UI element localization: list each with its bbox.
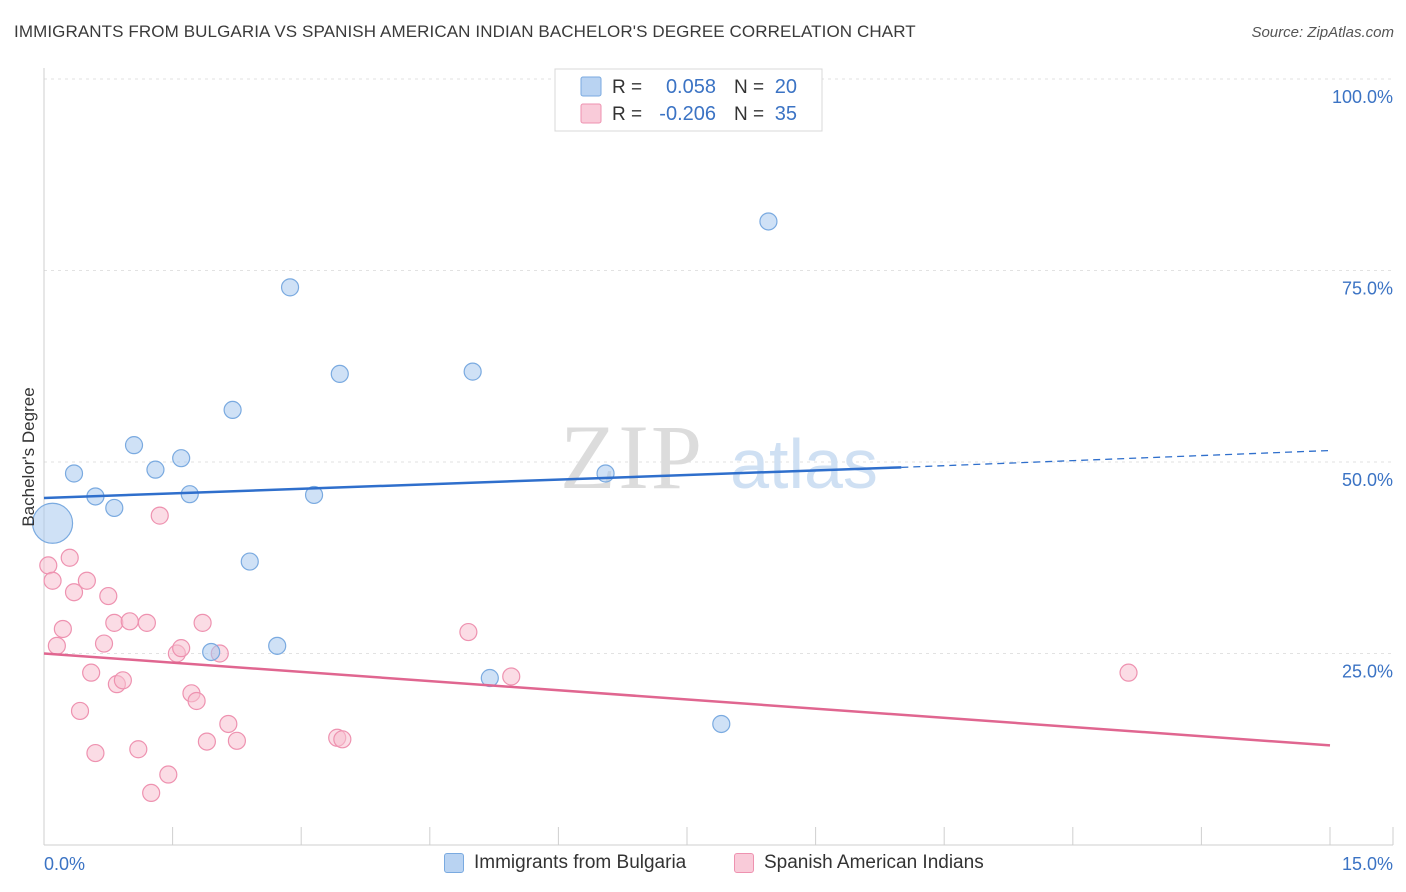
bulgaria-point	[31, 502, 74, 544]
x-tick-label-min: 0.0%	[44, 854, 85, 874]
legend-label-bulgaria: Immigrants from Bulgaria	[474, 852, 687, 873]
spanish-american-indians-point	[113, 671, 132, 690]
legend-swatch-spanish-american-indians	[734, 853, 754, 873]
chart-title: IMMIGRANTS FROM BULGARIA VS SPANISH AMER…	[14, 22, 916, 41]
bulgaria-point	[240, 552, 259, 571]
series-spanish-american-indians	[39, 506, 1138, 803]
bulgaria-point	[124, 436, 144, 455]
x-tick-label-max: 15.0%	[1342, 854, 1393, 874]
bulgaria-point	[105, 498, 124, 518]
spanish-american-indians-point	[129, 740, 148, 759]
y-tick-label: 50.0%	[1342, 470, 1393, 490]
legend-r-label-pink: R =	[612, 104, 642, 125]
spanish-american-indians-point	[53, 619, 72, 639]
spanish-american-indians-point	[60, 548, 79, 567]
legend-swatch-bulgaria	[444, 853, 464, 873]
y-tick-labels: 25.0% 50.0% 75.0% 100.0%	[1332, 87, 1393, 682]
spanish-american-indians-point	[39, 556, 58, 575]
legend-n-value-blue: 20	[775, 76, 797, 98]
bulgaria-point	[64, 464, 84, 483]
spanish-american-indians-point	[77, 571, 96, 590]
bulgaria-point	[280, 278, 300, 297]
bulgaria-point	[759, 212, 778, 231]
bulgaria-point	[202, 642, 221, 662]
spanish-american-indians-point	[142, 783, 161, 803]
bulgaria-point	[463, 362, 482, 381]
legend-label-spanish-american-indians: Spanish American Indians	[764, 852, 984, 873]
legend-n-label-blue: N =	[734, 77, 764, 98]
source-label: Source: ZipAtlas.com	[1251, 24, 1394, 41]
spanish-american-indians-point	[137, 613, 156, 632]
spanish-american-indians-point	[43, 571, 62, 590]
spanish-american-indians-point	[86, 743, 105, 763]
legend-bottom: Immigrants from Bulgaria Spanish America…	[0, 852, 1406, 878]
legend-swatch-pink	[580, 103, 602, 124]
spanish-american-indians-point	[227, 731, 246, 750]
spanish-american-indians-point	[172, 639, 191, 658]
watermark-zip: ZIP	[560, 406, 704, 508]
trend-line-spanish-american-indians	[43, 652, 1331, 747]
trend-line-bulgaria	[43, 466, 902, 500]
bulgaria-point	[268, 636, 287, 655]
bulgaria-point	[712, 714, 731, 734]
legend-r-value-pink: -0.206	[659, 103, 716, 125]
spanish-american-indians-point	[99, 586, 118, 606]
spanish-american-indians-point	[159, 765, 178, 784]
spanish-american-indians-point	[64, 583, 84, 602]
bulgaria-point	[330, 364, 349, 384]
bulgaria-point	[172, 449, 191, 468]
spanish-american-indians-point	[47, 636, 66, 655]
spanish-american-indians-point	[120, 612, 139, 631]
trend-line-bulgaria-extension	[901, 449, 1331, 469]
watermark: ZIP atlas	[560, 406, 878, 508]
y-axis-title: Bachelor's Degree	[19, 387, 38, 526]
spanish-american-indians-point	[1119, 663, 1138, 682]
y-tick-label: 75.0%	[1342, 279, 1393, 299]
watermark-atlas: atlas	[730, 425, 878, 503]
legend-item-bulgaria: Immigrants from Bulgaria	[444, 852, 686, 874]
spanish-american-indians-point	[82, 663, 101, 682]
bulgaria-point	[146, 460, 165, 479]
legend-r-value-blue: 0.058	[666, 76, 716, 98]
spanish-american-indians-point	[459, 622, 478, 642]
spanish-american-indians-point	[150, 506, 169, 525]
spanish-american-indians-point	[94, 634, 114, 653]
bulgaria-point	[223, 400, 242, 420]
legend-stats: R = 0.058 N = 20 R = -0.206 N = 35	[554, 68, 823, 132]
legend-item-spanish-american-indians: Spanish American Indians	[734, 852, 984, 874]
legend-n-value-pink: 35	[775, 103, 797, 125]
trend-lines	[43, 449, 1331, 747]
spanish-american-indians-point	[193, 613, 212, 632]
spanish-american-indians-point	[502, 667, 521, 686]
bulgaria-point	[596, 464, 615, 483]
bulgaria-point	[304, 485, 324, 505]
spanish-american-indians-point	[187, 691, 206, 711]
spanish-american-indians-point	[105, 613, 124, 632]
axes	[43, 68, 1394, 846]
spanish-american-indians-point	[219, 714, 238, 734]
spanish-american-indians-point	[70, 701, 90, 721]
legend-r-label-blue: R =	[612, 77, 642, 98]
legend-n-label-pink: N =	[734, 104, 764, 125]
y-tick-label: 25.0%	[1342, 662, 1393, 682]
legend-swatch-blue	[580, 76, 602, 97]
spanish-american-indians-point	[333, 730, 352, 749]
y-tick-label: 100.0%	[1332, 87, 1393, 107]
spanish-american-indians-point	[197, 732, 216, 751]
